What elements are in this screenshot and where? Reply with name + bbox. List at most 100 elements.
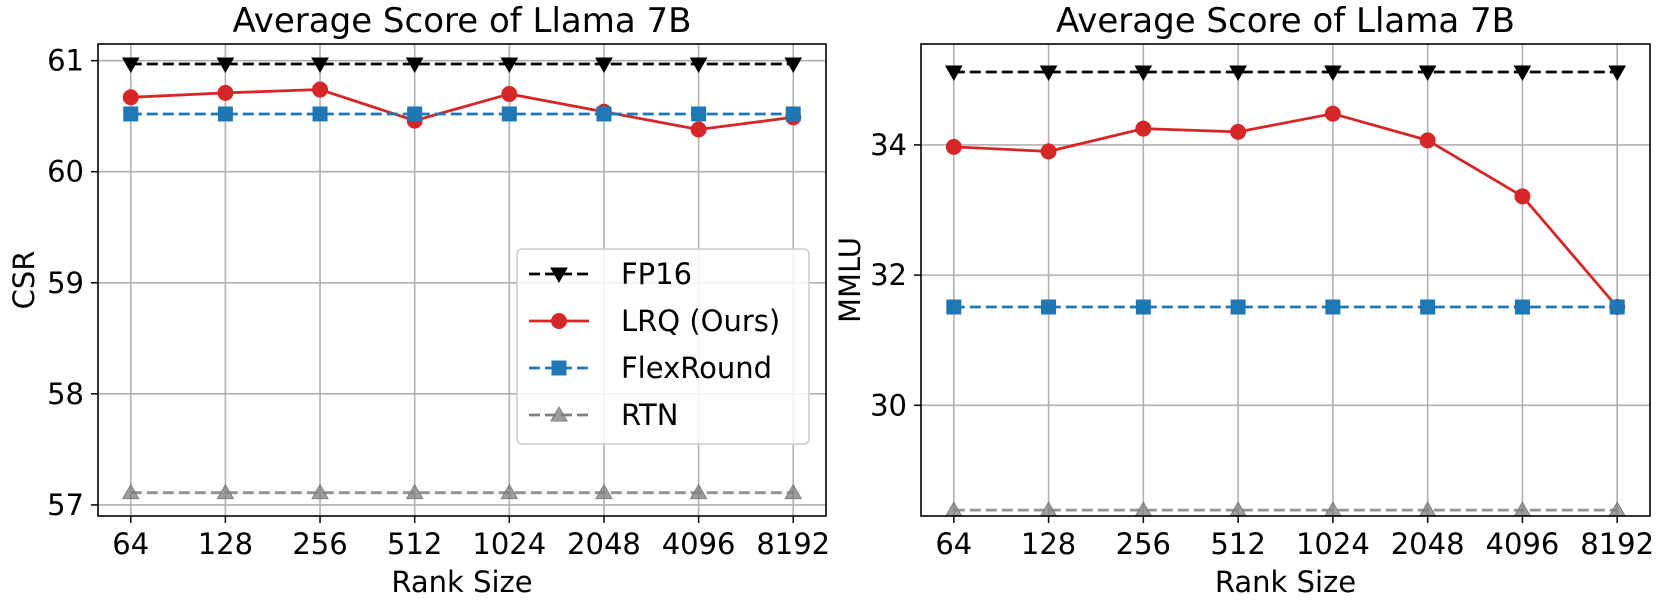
data-point	[1513, 65, 1532, 82]
x-tick-label: 2048	[1391, 527, 1465, 561]
data-point	[1135, 299, 1151, 315]
legend-entry: FlexRound	[529, 351, 772, 385]
data-point	[596, 106, 612, 122]
data-point	[690, 121, 707, 138]
data-point	[312, 106, 328, 122]
data-point	[1514, 188, 1531, 205]
data-point	[689, 57, 708, 73]
data-point	[405, 57, 424, 73]
x-tick-label: 128	[198, 527, 253, 561]
data-point	[784, 483, 803, 500]
x-tick-label: 4096	[1486, 527, 1560, 561]
x-tick-label: 8192	[756, 527, 830, 561]
x-axis-label: Rank Size	[391, 565, 532, 599]
data-point	[311, 57, 329, 73]
x-tick-label: 1024	[1296, 527, 1370, 561]
chart-panel-1: 64 128 256 512 1024 2048 4096 8192 57 58 59 60 61 Ave…	[7, 1, 830, 599]
chart-title: Average Score of Llama 7B	[1056, 1, 1515, 41]
y-tick-label: 32	[870, 258, 907, 292]
data-point	[1418, 65, 1437, 82]
x-tick-label: 128	[1021, 527, 1076, 561]
x-tick-label: 64	[112, 527, 149, 561]
series-rtn	[944, 501, 1627, 517]
x-tick-label: 2048	[567, 527, 641, 561]
data-point	[689, 483, 708, 500]
data-point	[1230, 299, 1246, 315]
legend-entry: LRQ (Ours)	[529, 304, 780, 338]
y-tick-label: 57	[47, 488, 84, 522]
chart-panel-2: 64 128 256 512 1024 2048 4096 8192 30 32 34 Average…	[833, 1, 1654, 599]
y-axis-label: CSR	[7, 251, 41, 310]
series-flexround	[123, 106, 801, 122]
data-point	[122, 89, 139, 106]
data-point	[312, 81, 329, 98]
data-point	[595, 57, 613, 73]
x-tick-label: 256	[292, 527, 347, 561]
x-tick-label: 512	[1210, 527, 1265, 561]
data-point	[216, 57, 235, 73]
data-point	[785, 106, 801, 122]
data-point	[500, 57, 519, 73]
legend-box	[516, 248, 810, 445]
data-point	[217, 84, 234, 101]
plot-frame	[97, 43, 827, 517]
y-tick-label: 58	[47, 377, 84, 411]
legend-label: RTN	[621, 398, 678, 432]
plot-frame	[920, 43, 1651, 517]
data-point	[1135, 120, 1152, 137]
legend: FP16 LRQ (Ours) FlexRound RTN	[516, 248, 810, 445]
data-point	[1608, 65, 1627, 82]
data-point	[1041, 299, 1057, 315]
data-point	[784, 57, 803, 73]
data-point	[691, 106, 707, 122]
data-point	[501, 106, 517, 122]
x-tick-label: 512	[387, 527, 442, 561]
data-point	[1325, 299, 1341, 315]
legend-marker	[551, 360, 567, 376]
legend-marker	[550, 405, 568, 422]
legend-label: FlexRound	[621, 351, 772, 385]
legend-marker	[550, 267, 568, 284]
x-tick-label: 8192	[1580, 527, 1654, 561]
legend-entry: RTN	[529, 398, 678, 432]
data-point	[121, 483, 140, 500]
legend-marker	[551, 313, 567, 329]
data-point	[311, 483, 329, 500]
data-point	[1419, 132, 1436, 149]
data-point	[1609, 299, 1625, 315]
data-point	[501, 85, 518, 102]
legend-label: FP16	[621, 257, 692, 291]
series-fp16	[944, 65, 1627, 82]
data-point	[500, 483, 519, 500]
legend-label: LRQ (Ours)	[621, 304, 780, 338]
series-flexround	[946, 299, 1625, 315]
data-point	[1040, 143, 1057, 160]
y-tick-label: 59	[47, 266, 84, 300]
data-point	[945, 138, 962, 155]
data-point	[123, 106, 139, 122]
y-tick-label: 61	[47, 44, 84, 78]
x-tick-label: 1024	[472, 527, 546, 561]
series-fp16	[121, 57, 803, 73]
data-point	[595, 483, 613, 500]
legend-entry: FP16	[529, 257, 692, 291]
data-point	[1229, 65, 1247, 82]
data-point	[1514, 299, 1530, 315]
series-line	[130, 88, 794, 131]
grid	[921, 44, 1650, 516]
data-point	[405, 483, 424, 500]
data-point	[1324, 65, 1342, 82]
series-rtn	[121, 483, 803, 500]
data-point	[1039, 65, 1058, 82]
y-tick-label: 30	[870, 388, 907, 422]
data-point	[1230, 123, 1247, 140]
x-axis-label: Rank Size	[1215, 565, 1356, 599]
series-line	[953, 112, 1619, 308]
data-point	[946, 299, 962, 315]
chart-title: Average Score of Llama 7B	[233, 1, 692, 41]
data-point	[217, 106, 233, 122]
data-point	[1324, 105, 1341, 122]
y-axis-label: MMLU	[833, 237, 867, 323]
data-point	[1134, 65, 1153, 82]
data-point	[121, 57, 140, 73]
